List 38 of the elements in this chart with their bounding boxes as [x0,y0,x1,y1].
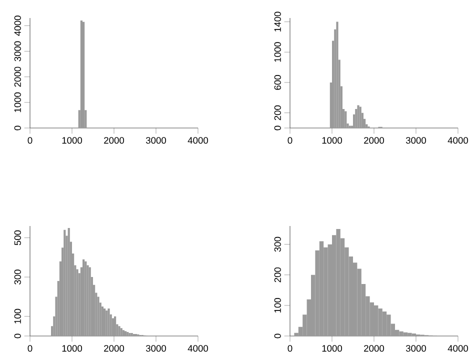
y-tick-label: 300 [274,236,281,252]
x-tick-label: 3000 [406,345,426,352]
x-tick-label: 4000 [448,345,468,352]
y-tick-label: 100 [274,298,281,313]
y-tick-label: 0 [274,126,281,130]
x-tick-label: 4000 [188,345,208,352]
x-tick-label: 3000 [146,137,166,144]
x-tick-label: 1000 [322,137,342,144]
y-tick-label: 1000 [14,92,21,112]
y-tick-label: 3000 [14,41,21,62]
x-tick-label: 0 [28,137,32,144]
y-tick-label: 4000 [14,16,21,36]
y-tick-label: 500 [14,230,21,246]
y-tick-label: 0 [14,334,21,338]
x-tick-label: 1000 [322,345,342,352]
x-tick-label: 1000 [62,345,82,352]
y-tick-label: 600 [274,75,281,90]
x-tick-label: 0 [28,345,32,352]
x-tick-label: 1000 [62,137,82,144]
x-tick-label: 2000 [364,345,384,352]
x-tick-label: 0 [288,137,292,144]
x-tick-label: 4000 [448,137,468,144]
y-tick-label: 1400 [274,12,281,32]
x-tick-label: 3000 [406,137,426,144]
x-tick-label: 2000 [104,345,124,352]
x-tick-label: 4000 [188,137,208,144]
x-tick-label: 3000 [146,345,166,352]
y-tick-label: 0 [14,126,21,130]
y-tick-label: 100 [14,308,21,324]
x-tick-label: 2000 [104,137,124,144]
y-tick-label: 200 [274,105,281,120]
y-tick-label: 1000 [274,42,281,62]
y-tick-label: 200 [274,267,281,282]
y-tick-label: 0 [274,334,281,338]
x-tick-label: 2000 [364,137,384,144]
y-tick-label: 300 [14,270,21,284]
x-tick-label: 0 [288,345,292,352]
y-tick-label: 2000 [14,66,21,87]
